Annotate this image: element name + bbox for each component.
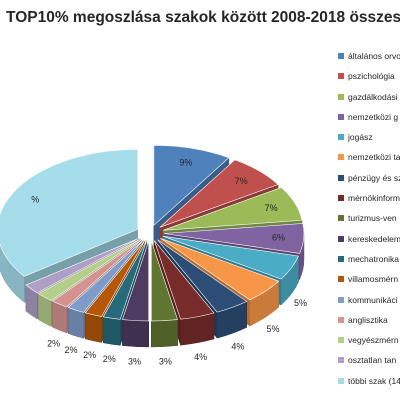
- legend-label: pszichológia: [348, 71, 395, 82]
- chart-legend: általános orvos pszichológia gazdálkodási n…: [324, 48, 400, 393]
- legend-swatch: [338, 296, 344, 303]
- legend-item: mérnökinform: [324, 190, 400, 210]
- pie-slice: [153, 145, 230, 226]
- legend-item: turizmus-ven: [324, 210, 400, 230]
- legend-item: villamosmérn: [324, 271, 400, 291]
- legend-item: pénzügy és sz: [324, 170, 400, 190]
- data-label: 7%: [235, 176, 248, 186]
- legend-item: általános orvos: [324, 48, 400, 68]
- pie-slice: [163, 187, 303, 231]
- legend-label: jogász: [348, 132, 373, 143]
- chart-title: TOP10% megoszlása szakok között 2008-201…: [0, 6, 400, 30]
- legend-label: általános orvos: [348, 51, 400, 61]
- legend-label: gazdálkodási: [348, 91, 398, 102]
- legend-swatch: [338, 195, 344, 202]
- data-label: 3%: [128, 357, 141, 367]
- legend-swatch: [338, 276, 344, 283]
- legend-item: jogász: [324, 129, 400, 149]
- pie-slice: [162, 235, 299, 280]
- legend-label: kereskedelem: [348, 233, 400, 244]
- pie-label-layer: 9% 7% 7% 6% 5% 5% 4% 4% 3% 3% 2% 2% 2% 2%%: [31, 157, 307, 366]
- legend-swatch: [338, 154, 344, 161]
- data-label: 5%: [294, 298, 307, 308]
- pie-slice: [51, 239, 142, 308]
- data-label: 3%: [159, 357, 172, 367]
- chart-title-text: TOP10% megoszlása szakok között 2008-201…: [6, 9, 400, 26]
- pie-slice: [159, 159, 279, 228]
- pie-slice: [25, 237, 140, 294]
- data-label: 2%: [47, 338, 60, 348]
- data-label: 7%: [265, 203, 278, 213]
- legend-item: gazdálkodási: [324, 89, 400, 109]
- legend-item: kereskedelem: [324, 231, 400, 251]
- data-label: 6%: [272, 233, 285, 243]
- data-label: 5%: [267, 324, 280, 334]
- legend-swatch: [338, 134, 344, 141]
- pie-slice: [154, 240, 215, 320]
- legend-label: pénzügy és sz: [348, 172, 400, 183]
- legend-swatch: [338, 73, 344, 80]
- legend-item: mechatronika: [324, 251, 400, 271]
- legend-item: pszichológia: [324, 68, 400, 88]
- data-label: 4%: [231, 342, 244, 352]
- legend-label: többi szak (14: [348, 375, 400, 386]
- legend-swatch: [338, 357, 344, 364]
- legend-swatch: [338, 93, 344, 100]
- data-label: 2%: [103, 354, 116, 364]
- legend-label: villamosmérn: [348, 274, 399, 285]
- legend-item: vegyészmérn: [324, 332, 400, 352]
- legend-item: nemzetközi g: [324, 109, 400, 129]
- data-label: 2%: [83, 350, 96, 360]
- legend-item: osztatlan tan: [324, 352, 400, 372]
- pie-slice: [160, 238, 280, 301]
- legend-swatch: [338, 215, 344, 222]
- legend-item: többi szak (14: [324, 373, 400, 393]
- legend-label: mechatronika: [348, 253, 400, 264]
- data-label: %: [31, 195, 39, 205]
- pie-top-layer: [0, 145, 305, 322]
- legend-label: nemzetközi ta: [348, 152, 400, 163]
- legend-label: turizmus-ven: [348, 213, 397, 224]
- data-label: 4%: [194, 352, 207, 362]
- legend-item: anglisztika: [324, 312, 400, 332]
- legend-item: nemzetközi ta: [324, 149, 400, 169]
- legend-item: kommunikáci: [324, 292, 400, 312]
- legend-label: mérnökinform: [348, 193, 400, 204]
- pie-slice: [163, 223, 305, 254]
- legend-swatch: [338, 255, 344, 262]
- pie-slice: [67, 239, 144, 313]
- pie-slice: [157, 239, 248, 313]
- legend-label: nemzetközi g: [348, 111, 399, 122]
- pie-slice: [122, 240, 149, 322]
- pie-slice: [151, 240, 178, 322]
- data-label: 2%: [64, 345, 77, 355]
- legend-swatch: [338, 316, 344, 323]
- legend-swatch: [338, 337, 344, 344]
- legend-swatch: [338, 113, 344, 120]
- legend-label: osztatlan tan: [348, 355, 397, 366]
- data-label: 9%: [179, 157, 192, 167]
- pie-slice: [84, 240, 146, 317]
- pie-slice: [37, 238, 141, 301]
- pie-slice: [0, 149, 138, 277]
- legend-label: vegyészmérn: [348, 335, 399, 346]
- legend-label: anglisztika: [348, 314, 388, 325]
- legend-label: kommunikáci: [348, 294, 398, 305]
- pie-slice: [102, 240, 147, 320]
- legend-swatch: [338, 235, 344, 242]
- legend-swatch: [338, 174, 344, 181]
- legend-swatch: [338, 377, 344, 384]
- legend-swatch: [338, 53, 344, 59]
